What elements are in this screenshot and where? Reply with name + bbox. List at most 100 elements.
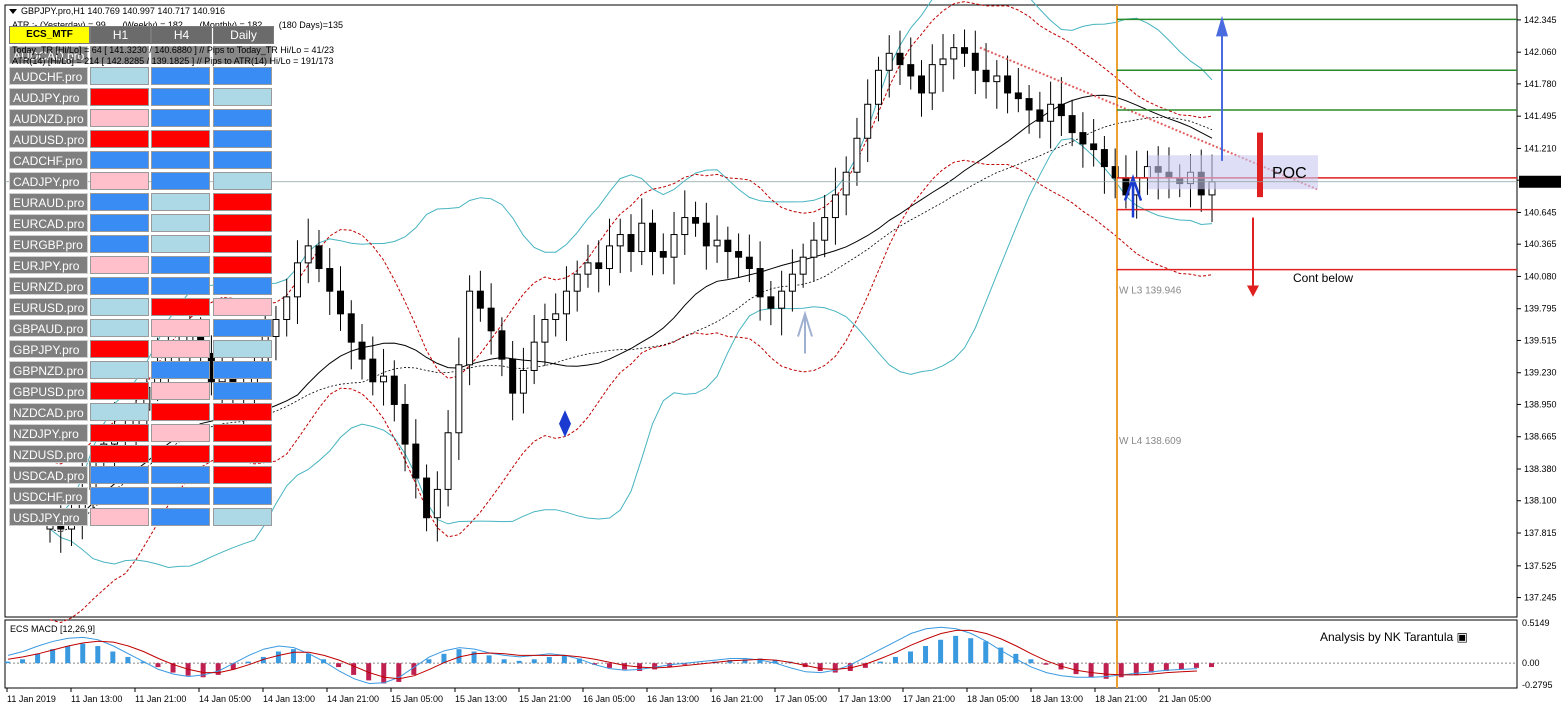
poc-label: POC bbox=[1272, 165, 1307, 182]
strength-cell bbox=[90, 508, 149, 526]
strength-cell bbox=[151, 67, 210, 85]
strength-cell bbox=[90, 466, 149, 484]
strength-cell bbox=[213, 235, 272, 253]
candle-body bbox=[864, 103, 872, 139]
symbol-button[interactable]: USDJPY.pro bbox=[9, 508, 88, 526]
candle-body bbox=[778, 290, 786, 309]
strength-cell bbox=[213, 487, 272, 505]
candle-body bbox=[885, 52, 893, 71]
time-tick-label: 18 Jan 05:00 bbox=[967, 694, 1019, 704]
strength-cell bbox=[90, 151, 149, 169]
candle-body bbox=[541, 318, 549, 343]
candle-body bbox=[466, 290, 474, 366]
symbol-button[interactable]: NZDUSD.pro bbox=[9, 445, 88, 463]
macd-bar bbox=[1043, 663, 1049, 665]
macd-tick-label: -0.2795 bbox=[1522, 680, 1553, 690]
strength-cell bbox=[151, 298, 210, 316]
atr-180days: (180 Days)=135 bbox=[278, 20, 344, 30]
time-tick-label: 11 Jan 13:00 bbox=[71, 694, 122, 704]
symbol-button[interactable]: CADJPY.pro bbox=[9, 172, 88, 190]
macd-bar bbox=[1133, 663, 1139, 675]
poc-zone bbox=[1148, 155, 1318, 190]
time-tick-label: 15 Jan 21:00 bbox=[519, 694, 571, 704]
symbol-button[interactable]: AUDNZD.pro bbox=[9, 109, 88, 127]
symbol-button[interactable]: GBPJPY.pro bbox=[9, 340, 88, 358]
macd-bar bbox=[366, 663, 372, 681]
time-tick-label: 11 Jan 21:00 bbox=[135, 694, 186, 704]
candle-body bbox=[562, 290, 570, 315]
macd-bar bbox=[140, 661, 146, 664]
macd-bar bbox=[983, 641, 989, 664]
candle-body bbox=[767, 296, 775, 309]
dropdown-arrow-icon[interactable] bbox=[9, 9, 17, 15]
candle-body bbox=[380, 375, 388, 383]
w-l3-label: W L3 139.946 bbox=[1119, 285, 1182, 296]
symbol-button[interactable]: GBPNZD.pro bbox=[9, 361, 88, 379]
candle-body bbox=[423, 477, 431, 519]
candle-body bbox=[530, 341, 538, 371]
candle-body bbox=[358, 341, 366, 360]
macd-bar bbox=[516, 660, 522, 664]
strength-cell bbox=[90, 445, 149, 463]
strength-cell bbox=[151, 109, 210, 127]
macd-bar bbox=[456, 649, 462, 664]
symbol-button[interactable]: AUDUSD.pro bbox=[9, 130, 88, 148]
macd-bar bbox=[80, 643, 86, 664]
strength-cell bbox=[151, 319, 210, 337]
candle-body bbox=[509, 358, 517, 394]
symbol-button[interactable]: GBPAUD.pro bbox=[9, 319, 88, 337]
macd-bar bbox=[1178, 663, 1184, 670]
strength-cell bbox=[90, 193, 149, 211]
symbol-button[interactable]: USDCHF.pro bbox=[9, 487, 88, 505]
symbol-button[interactable]: AUDCHF.pro bbox=[9, 67, 88, 85]
candle-body bbox=[293, 262, 301, 298]
strength-cell bbox=[151, 361, 210, 379]
candle-body bbox=[928, 64, 936, 94]
candle-body bbox=[918, 75, 925, 94]
symbol-button[interactable]: EURCAD.pro bbox=[9, 214, 88, 232]
strength-cell bbox=[90, 46, 149, 64]
strength-cell bbox=[213, 130, 272, 148]
candle-body bbox=[304, 245, 312, 264]
candle-body bbox=[756, 268, 764, 298]
strength-cell bbox=[213, 298, 272, 316]
candle-body bbox=[896, 52, 904, 66]
symbol-button[interactable]: EURJPY.pro bbox=[9, 256, 88, 274]
candle-body bbox=[584, 262, 592, 275]
strength-cell bbox=[90, 487, 149, 505]
strength-cell bbox=[151, 193, 210, 211]
strength-cell bbox=[213, 277, 272, 295]
symbol-button[interactable]: EURAUD.pro bbox=[9, 193, 88, 211]
symbol-button[interactable]: CADCHF.pro bbox=[9, 151, 88, 169]
price-tick-label: 137.815 bbox=[1524, 528, 1557, 538]
candle-body bbox=[799, 256, 807, 275]
candle-body bbox=[1025, 98, 1033, 111]
symbol-button[interactable]: NZDJPY.pro bbox=[9, 424, 88, 442]
symbol-button[interactable]: AUDJPY.pro bbox=[9, 88, 88, 106]
candle-body bbox=[605, 245, 613, 270]
atr14-line: ATR(14) [Hi/Lo] = 214 [ 142.8285 / 139.1… bbox=[12, 56, 334, 66]
symbol-button[interactable]: NZDCAD.pro bbox=[9, 403, 88, 421]
time-tick-label: 11 Jan 2019 bbox=[7, 694, 56, 704]
macd-bar bbox=[576, 658, 582, 664]
macd-bar bbox=[200, 663, 206, 678]
candle-body bbox=[961, 47, 969, 54]
symbol-button[interactable]: GBPUSD.pro bbox=[9, 382, 88, 400]
w-l4-label: W L4 138.609 bbox=[1119, 436, 1182, 447]
macd-bar bbox=[727, 660, 733, 664]
macd-bar bbox=[953, 635, 959, 664]
strength-cell bbox=[213, 340, 272, 358]
candle-body bbox=[713, 239, 721, 247]
symbol-button[interactable]: AUDCAD.pro bbox=[9, 46, 88, 64]
symbol-button[interactable]: EURGBP.pro bbox=[9, 235, 88, 253]
macd-bar bbox=[95, 646, 101, 664]
symbol-button[interactable]: EURNZD.pro bbox=[9, 277, 88, 295]
strength-cell bbox=[213, 214, 272, 232]
strength-cell bbox=[213, 424, 272, 442]
symbol-button[interactable]: EURUSD.pro bbox=[9, 298, 88, 316]
macd-bar bbox=[110, 651, 116, 664]
chart-title: GBPJPY.pro,H1 140.769 140.997 140.717 14… bbox=[9, 6, 225, 16]
symbol-button[interactable]: USDCAD.pro bbox=[9, 466, 88, 484]
macd-bar bbox=[275, 651, 281, 664]
time-tick-label: 14 Jan 13:00 bbox=[263, 694, 315, 704]
